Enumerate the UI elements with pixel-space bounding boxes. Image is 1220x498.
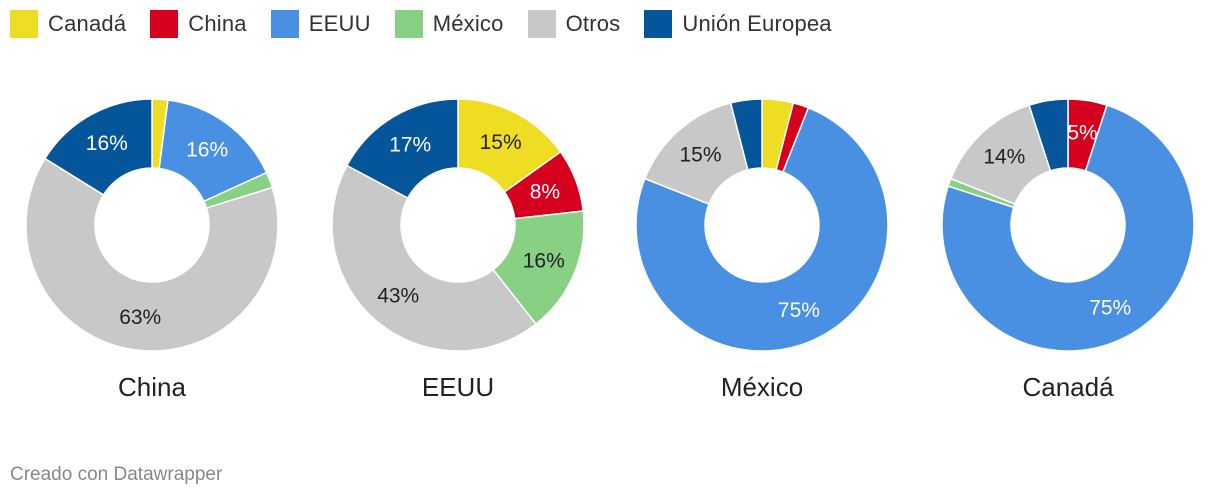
slice-eeuu-otros xyxy=(331,164,537,352)
legend-item-canada: Canadá xyxy=(10,10,126,38)
legend-label-mexico: México xyxy=(432,11,504,36)
slice-label-canada-china: 5% xyxy=(1067,122,1097,145)
legend-swatch-china xyxy=(150,10,179,38)
legend-swatch-otros xyxy=(527,10,556,38)
donut-canada: 5% 75% 14% Canadá xyxy=(941,98,1195,402)
donut-mexico: 75% 15% México xyxy=(635,98,889,402)
slice-mexico-union-europea xyxy=(729,98,763,171)
legend-item-otros: Otros xyxy=(527,10,621,38)
footer-credit: Creado con Datawrapper xyxy=(10,464,223,485)
slice-mexico-eeuu xyxy=(635,106,889,352)
legend-item-mexico: México xyxy=(394,10,504,38)
chart-title-canada: Canadá xyxy=(1022,372,1114,402)
legend-swatch-mexico xyxy=(394,10,423,38)
legend-swatch-eeuu xyxy=(270,10,299,38)
legend: Canadá China EEUU México Otros Unión Eur… xyxy=(10,9,856,39)
slice-label-mexico-otros: 15% xyxy=(679,144,721,167)
legend-item-eeuu: EEUU xyxy=(270,10,371,38)
slice-label-canada-eeuu: 75% xyxy=(1089,296,1131,319)
chart-title-mexico: México xyxy=(721,372,803,402)
slice-eeuu-union-europea xyxy=(345,98,459,200)
slice-label-canada-otros: 14% xyxy=(983,146,1025,169)
slice-china-otros xyxy=(25,157,279,352)
legend-item-china: China xyxy=(150,10,247,38)
legend-item-union-europea: Unión Europea xyxy=(644,10,832,38)
slice-china-union-europea xyxy=(43,98,153,196)
chart-title-eeuu: EEUU xyxy=(422,372,494,402)
slice-canada-union-europea xyxy=(1028,98,1069,172)
slice-label-china-eeuu: 16% xyxy=(186,139,228,162)
chart-title-china: China xyxy=(118,372,186,402)
legend-swatch-canada xyxy=(10,10,38,38)
slice-label-eeuu-mexico: 16% xyxy=(523,249,565,272)
donut-china: 16% 63% 16% China xyxy=(25,98,279,402)
slice-label-mexico-eeuu: 75% xyxy=(778,299,820,322)
legend-label-canada: Canadá xyxy=(48,11,127,36)
slice-label-china-otros: 63% xyxy=(119,306,161,329)
slice-canada-eeuu xyxy=(941,104,1195,352)
legend-label-china: China xyxy=(188,11,247,36)
slice-label-eeuu-canada: 15% xyxy=(480,131,522,154)
slice-label-eeuu-otros: 43% xyxy=(377,285,419,308)
donut-eeuu: 15% 8% 16% 43% 17% EEUU xyxy=(331,98,585,402)
legend-label-otros: Otros xyxy=(565,11,621,36)
legend-swatch-union-europea xyxy=(644,10,673,38)
slice-label-china-union-europea: 16% xyxy=(86,132,128,155)
slice-label-eeuu-china: 8% xyxy=(530,180,560,203)
slice-label-eeuu-union-europea: 17% xyxy=(389,134,431,157)
legend-label-union-europea: Unión Europea xyxy=(682,11,832,36)
legend-label-eeuu: EEUU xyxy=(308,11,371,36)
